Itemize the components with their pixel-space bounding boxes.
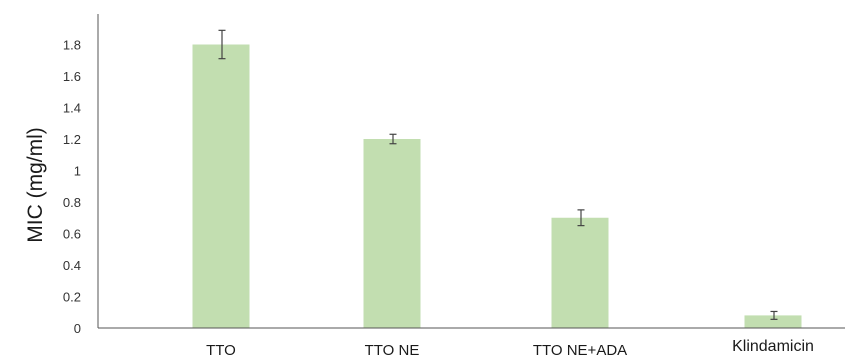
y-tick-label: 1.8 — [63, 38, 81, 53]
bar-tto-ne-ada — [551, 217, 609, 328]
x-tick-label: TTO NE — [365, 342, 420, 358]
y-tick-label: 0.4 — [63, 258, 81, 273]
y-tick-label: 1.6 — [63, 69, 81, 84]
y-axis-title: MIC (mg/ml) — [24, 127, 47, 242]
x-axis-labels: TTO TTO NE TTO NE+ADA Klindamicin — [206, 338, 814, 358]
bar-tto — [192, 44, 250, 328]
y-tick-label: 1.2 — [63, 132, 81, 147]
y-tick-label: 0 — [74, 321, 81, 336]
error-bar — [770, 310, 778, 320]
error-bar — [389, 133, 397, 145]
y-tick-label: 1 — [74, 164, 81, 179]
error-bars — [218, 29, 778, 320]
x-tick-label: TTO — [206, 342, 236, 358]
bars — [192, 44, 802, 328]
x-tick-label: TTO NE+ADA — [533, 342, 627, 358]
bar-tto-ne — [363, 139, 421, 328]
y-axis-ticks: 0 0.2 0.4 0.6 0.8 1 1.2 1.4 1.6 1.8 — [63, 38, 81, 337]
bar-klindamicin — [744, 315, 802, 328]
y-tick-label: 0.8 — [63, 195, 81, 210]
error-bar — [218, 29, 226, 60]
error-bar — [577, 209, 585, 227]
y-tick-label: 0.2 — [63, 290, 81, 305]
x-tick-label: Klindamicin — [732, 338, 814, 355]
y-tick-label: 1.4 — [63, 101, 81, 116]
y-tick-label: 0.6 — [63, 227, 81, 242]
